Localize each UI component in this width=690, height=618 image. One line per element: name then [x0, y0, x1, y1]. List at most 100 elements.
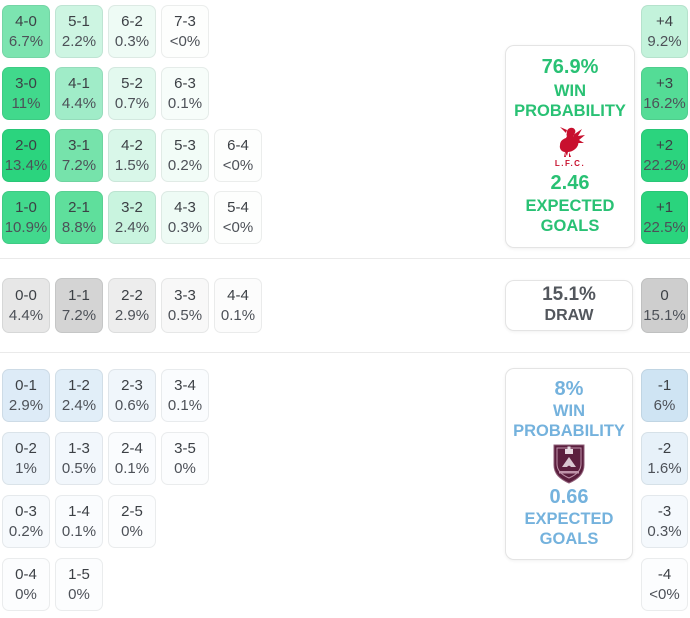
away-expected-goals-label: EXPECTED GOALS [524, 510, 614, 549]
score-label: 4-3 [174, 199, 196, 216]
probability-label: 15.1% [643, 306, 686, 324]
probability-label: 9.2% [647, 32, 682, 50]
probability-label: 0.1% [61, 522, 97, 540]
probability-label: 0.7% [114, 94, 150, 112]
burnley-crest-icon [553, 444, 585, 484]
away-win-probability-value: 8% [554, 378, 584, 400]
home-expected-goals-value: 2.46 [550, 171, 590, 194]
draw-panel: 15.1% DRAW [505, 280, 633, 331]
probability-label: 0% [174, 459, 196, 477]
probability-label: 1.5% [114, 156, 150, 174]
probability-label: 4.4% [61, 94, 97, 112]
score-label: 4-2 [121, 137, 143, 154]
scoreline-cell: 3-3 0.5% [161, 278, 209, 333]
scoreline-cell: 1-5 0% [55, 558, 103, 611]
score-label: 4-4 [227, 287, 249, 304]
score-label: 4-0 [15, 13, 37, 30]
probability-label: 7.2% [61, 306, 97, 324]
goal-diff-cell: +2 22.2% [641, 129, 688, 182]
score-label: 6-2 [121, 13, 143, 30]
score-label: -3 [657, 503, 672, 520]
probability-label: 13.4% [4, 156, 48, 174]
probability-label: 1% [15, 459, 37, 477]
scoreline-cell: 2-3 0.6% [108, 369, 156, 422]
score-label: 2-4 [121, 440, 143, 457]
scoreline-cell: 3-2 2.4% [108, 191, 156, 244]
home-win-probability-value: 76.9% [541, 56, 599, 78]
probability-label: 2.4% [61, 396, 97, 414]
probability-label: <0% [222, 218, 254, 236]
scoreline-cell: 5-2 0.7% [108, 67, 156, 120]
probability-label: 8.8% [61, 218, 97, 236]
scoreline-cell: 4-3 0.3% [161, 191, 209, 244]
scoreline-cell: 1-2 2.4% [55, 369, 103, 422]
score-label: 1-4 [68, 503, 90, 520]
score-label: 3-3 [174, 287, 196, 304]
score-label: 2-5 [121, 503, 143, 520]
scoreline-cell: 2-5 0% [108, 495, 156, 548]
score-row: 0-4 0% 1-5 0% [2, 558, 209, 611]
probability-label: 1.6% [647, 459, 682, 477]
scoreline-cell: 0-0 4.4% [2, 278, 50, 333]
score-label: 1-0 [15, 199, 37, 216]
scoreline-cell: 5-4 <0% [214, 191, 262, 244]
score-label: 5-3 [174, 137, 196, 154]
section-divider [0, 258, 690, 259]
scoreline-cell: 1-0 10.9% [2, 191, 50, 244]
scoreline-cell: 0-1 2.9% [2, 369, 50, 422]
scoreline-cell: 3-5 0% [161, 432, 209, 485]
score-label: 3-4 [174, 377, 196, 394]
scoreline-cell: 7-3 <0% [161, 5, 209, 58]
probability-label: 0.2% [167, 156, 203, 174]
draw-goal-diff-column: 0 15.1% [641, 278, 688, 333]
score-row: 4-0 6.7% 5-1 2.2% 6-2 0.3% 7-3 <0% [2, 5, 262, 58]
scoreline-cell: 6-3 0.1% [161, 67, 209, 120]
score-label: 2-0 [15, 137, 37, 154]
scoreline-cell: 5-1 2.2% [55, 5, 103, 58]
score-label: -1 [657, 377, 672, 394]
probability-label: <0% [649, 585, 680, 603]
score-label: 0-1 [15, 377, 37, 394]
score-label: 2-3 [121, 377, 143, 394]
scoreline-cell: 3-0 11% [2, 67, 50, 120]
score-label: 3-0 [15, 75, 37, 92]
score-label: +3 [655, 75, 674, 92]
score-label: 3-2 [121, 199, 143, 216]
probability-label: 11% [11, 94, 41, 112]
draw-probability-value: 15.1% [542, 284, 596, 306]
scoreline-cell: 2-4 0.1% [108, 432, 156, 485]
goal-diff-cell: -3 0.3% [641, 495, 688, 548]
score-label: 0-2 [15, 440, 37, 457]
home-crest: L.F.C. [553, 125, 587, 168]
section-divider [0, 352, 690, 353]
home-win-probability-label: WIN PROBABILITY [514, 81, 626, 120]
score-row: 1-0 10.9% 2-1 8.8% 3-2 2.4% 4-3 0.3% 5-4 <0% [2, 191, 262, 244]
score-label: 0-3 [15, 503, 37, 520]
goal-diff-cell: -1 6% [641, 369, 688, 422]
score-label: 1-1 [68, 287, 90, 304]
score-label: 7-3 [174, 13, 196, 30]
home-crest-caption: L.F.C. [554, 159, 586, 168]
score-row: 2-0 13.4% 3-1 7.2% 4-2 1.5% 5-3 0.2% 6-4 <0% [2, 129, 262, 182]
goal-diff-cell: +3 16.2% [641, 67, 688, 120]
scoreline-cell: 0-2 1% [2, 432, 50, 485]
score-label: 5-1 [68, 13, 90, 30]
probability-label: 16.2% [643, 94, 686, 112]
score-row: 0-0 4.4% 1-1 7.2% 2-2 2.9% 3-3 0.5% 4-4 0.1% [2, 278, 262, 333]
goal-diff-cell: +1 22.5% [641, 191, 688, 244]
score-label: 0-0 [15, 287, 37, 304]
scoreline-cell: 3-4 0.1% [161, 369, 209, 422]
probability-label: 6.7% [8, 32, 44, 50]
liverpool-crest-icon [559, 127, 585, 157]
probability-label: 0.3% [647, 522, 682, 540]
probability-label: 0.5% [61, 459, 97, 477]
score-label: 5-2 [121, 75, 143, 92]
probability-label: 2.9% [114, 306, 150, 324]
score-label: +1 [655, 199, 674, 216]
score-label: 1-2 [68, 377, 90, 394]
score-label: 3-5 [174, 440, 196, 457]
score-label: -2 [657, 440, 672, 457]
probability-label: 0% [15, 585, 37, 603]
score-label: +4 [655, 13, 674, 30]
goal-diff-cell: 0 15.1% [641, 278, 688, 333]
